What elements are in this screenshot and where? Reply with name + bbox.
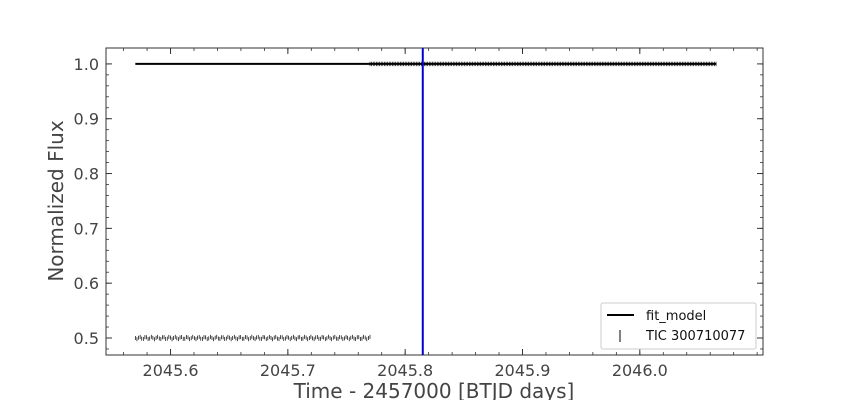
- legend-label-fit-model: fit_model: [646, 309, 706, 324]
- y-tick-label: 0.5: [74, 329, 99, 348]
- y-tick-label: 0.8: [74, 165, 99, 184]
- x-tick-label: 2045.6: [143, 361, 199, 380]
- y-tick-label: 0.9: [74, 110, 99, 129]
- y-tick-label: 1.0: [74, 55, 99, 74]
- x-axis: 2045.6 2045.7 2045.8 2045.9 2046.0: [123, 48, 758, 380]
- x-tick-label: 2046.0: [612, 361, 668, 380]
- legend-label-tic: TIC 300710077: [645, 329, 745, 344]
- x-tick-label: 2045.7: [260, 361, 316, 380]
- y-axis: 0.5 0.6 0.7 0.8 0.9 1.0: [74, 55, 763, 350]
- y-tick-label: 0.7: [74, 219, 99, 238]
- legend: fit_model TIC 300710077: [600, 302, 757, 350]
- legend-box: [600, 302, 757, 350]
- series-layer: [134, 61, 717, 342]
- x-axis-label: Time - 2457000 [BTJD days]: [293, 379, 575, 400]
- y-tick-label: 0.6: [74, 274, 99, 293]
- x-tick-label: 2045.9: [494, 361, 550, 380]
- y-axis-label: Normalized Flux: [44, 120, 68, 282]
- x-tick-label: 2045.8: [377, 361, 433, 380]
